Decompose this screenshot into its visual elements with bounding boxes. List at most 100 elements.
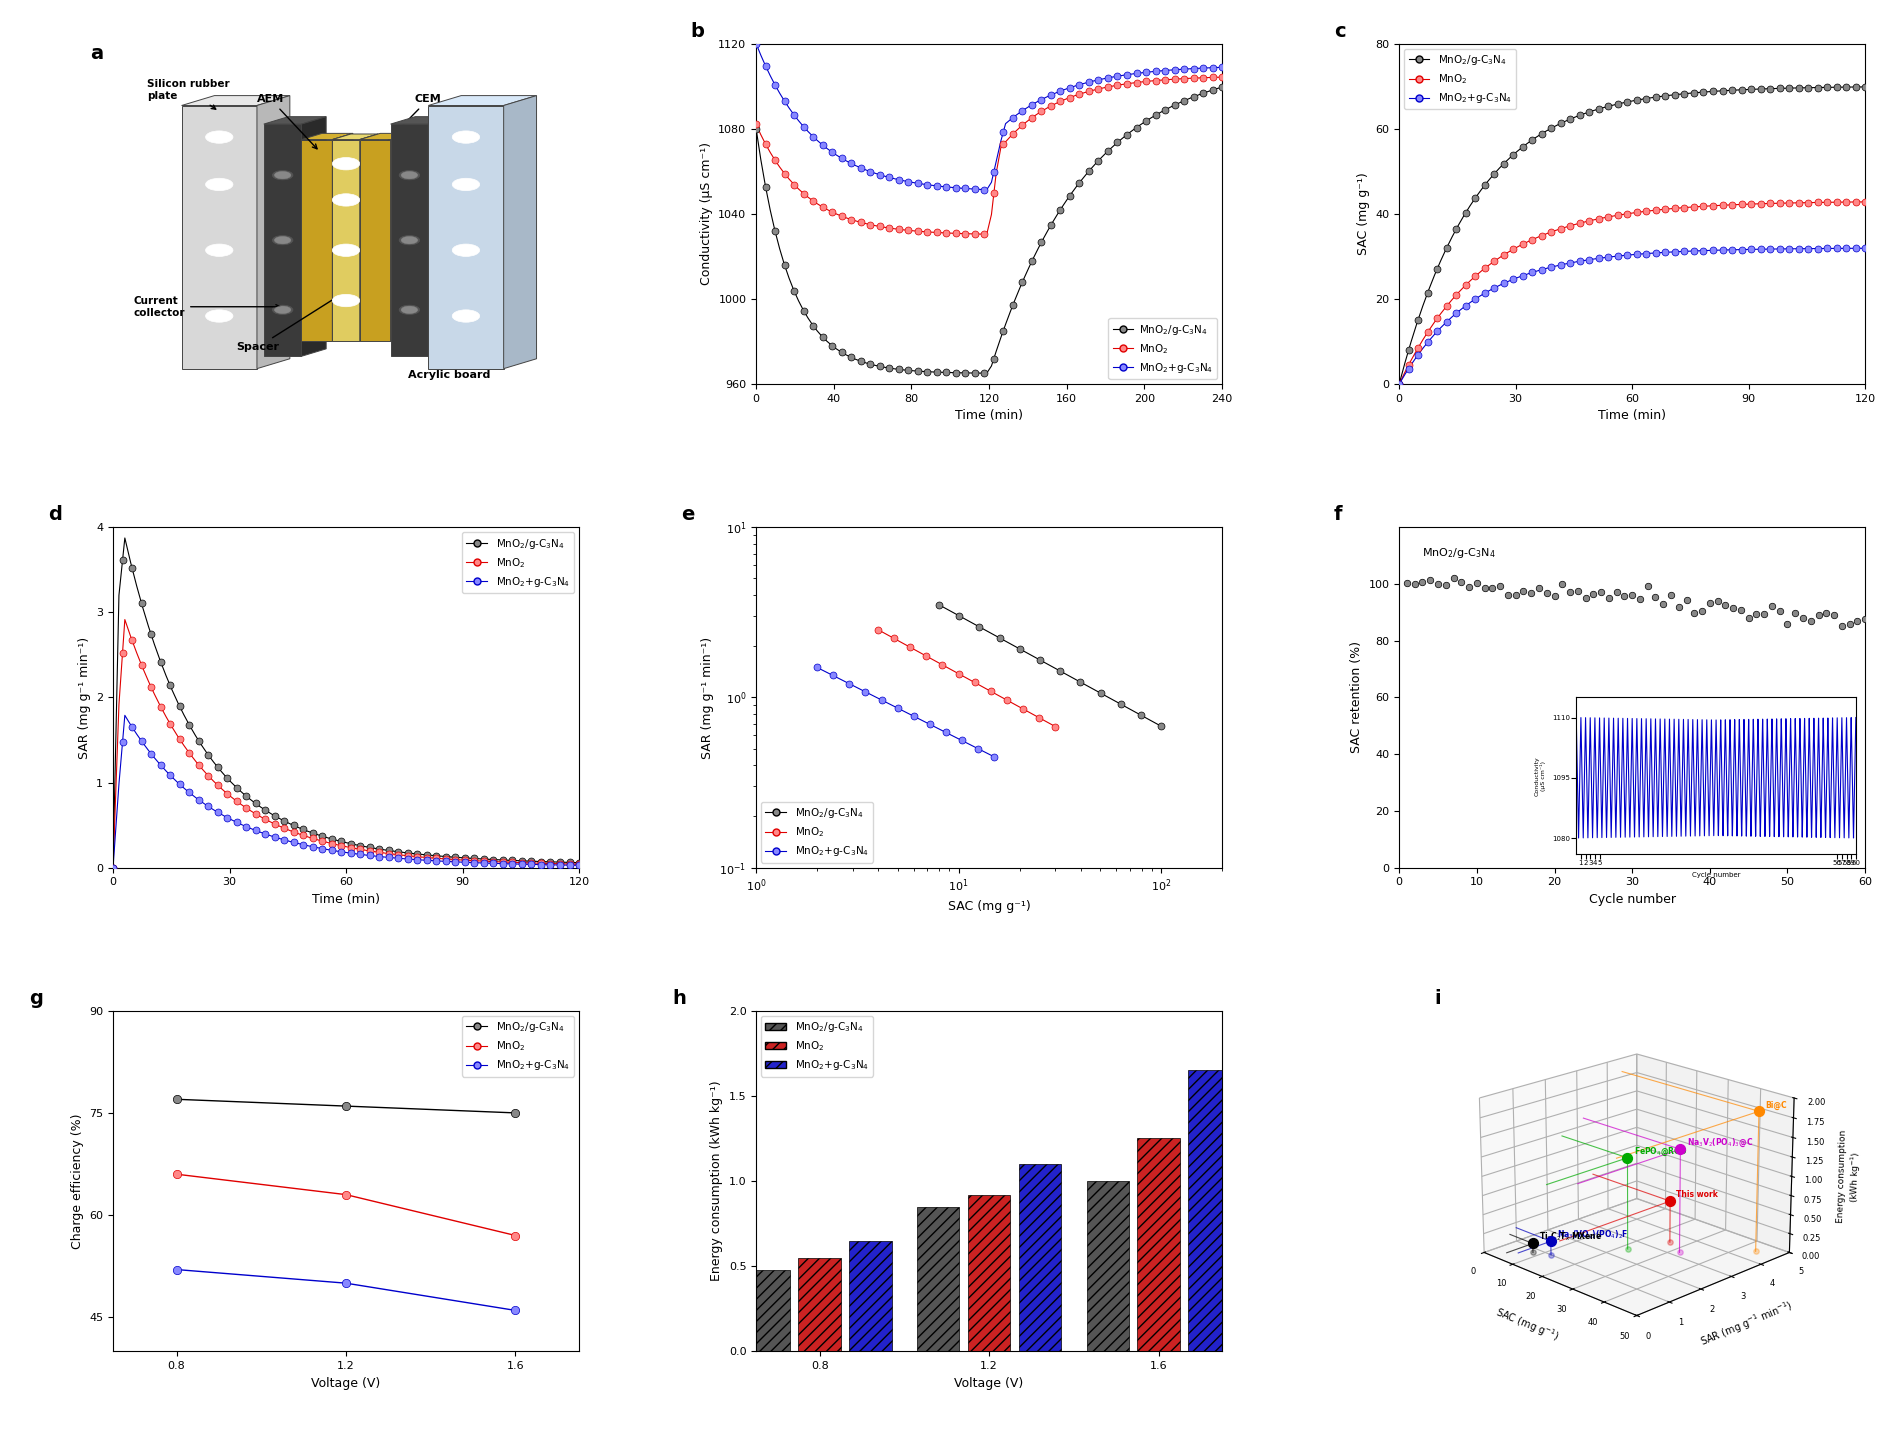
- Legend: MnO$_2$/g-C$_3$N$_4$, MnO$_2$, MnO$_2$+g-C$_3$N$_4$: MnO$_2$/g-C$_3$N$_4$, MnO$_2$, MnO$_2$+g…: [761, 1016, 872, 1077]
- Point: [1509, 578, 1539, 602]
- X-axis label: SAC (mg g⁻¹): SAC (mg g⁻¹): [948, 899, 1031, 912]
- Point: [1679, 602, 1709, 625]
- Point: [1400, 572, 1430, 596]
- Text: MnO$_2$/g-C$_3$N$_4$: MnO$_2$/g-C$_3$N$_4$: [1422, 545, 1496, 559]
- Text: c: c: [1334, 22, 1345, 41]
- Point: [1601, 580, 1632, 603]
- Bar: [799, 1258, 840, 1351]
- Point: [1726, 599, 1756, 622]
- Point: [1664, 596, 1694, 619]
- Polygon shape: [390, 134, 411, 341]
- Text: CEM: CEM: [381, 94, 441, 148]
- Circle shape: [332, 157, 360, 170]
- Text: Spacer: Spacer: [236, 294, 343, 352]
- Point: [1492, 584, 1522, 607]
- X-axis label: Time (min): Time (min): [313, 894, 381, 907]
- Point: [1422, 572, 1453, 596]
- Point: [1462, 571, 1492, 594]
- Circle shape: [399, 170, 420, 180]
- Point: [1500, 584, 1530, 607]
- Polygon shape: [390, 124, 428, 356]
- Polygon shape: [360, 134, 379, 341]
- Bar: [850, 1241, 891, 1351]
- Y-axis label: SAR (mg g⁻¹ min⁻¹): SAR (mg g⁻¹ min⁻¹): [77, 636, 90, 758]
- Point: [1477, 577, 1507, 600]
- Circle shape: [401, 307, 418, 314]
- Legend: MnO$_2$/g-C$_3$N$_4$, MnO$_2$, MnO$_2$+g-C$_3$N$_4$: MnO$_2$/g-C$_3$N$_4$, MnO$_2$, MnO$_2$+g…: [1404, 49, 1517, 109]
- Polygon shape: [428, 106, 503, 369]
- Circle shape: [275, 307, 290, 314]
- Point: [1671, 588, 1701, 612]
- Polygon shape: [360, 134, 411, 139]
- Point: [1524, 575, 1554, 599]
- Circle shape: [273, 170, 292, 180]
- X-axis label: Time (min): Time (min): [955, 410, 1023, 423]
- Point: [1718, 596, 1748, 619]
- Bar: [1138, 1139, 1179, 1351]
- Bar: [1087, 1181, 1129, 1351]
- Circle shape: [452, 179, 480, 190]
- Circle shape: [452, 244, 480, 256]
- Text: i: i: [1434, 989, 1441, 1008]
- Circle shape: [332, 244, 360, 256]
- Point: [1656, 583, 1686, 606]
- Point: [1850, 607, 1880, 631]
- Polygon shape: [503, 96, 537, 369]
- Point: [1811, 602, 1841, 625]
- Y-axis label: SAC (mg g⁻¹): SAC (mg g⁻¹): [1356, 173, 1370, 256]
- Text: h: h: [673, 989, 686, 1008]
- Point: [1711, 594, 1741, 618]
- Y-axis label: Energy consumption (kWh kg⁻¹): Energy consumption (kWh kg⁻¹): [710, 1081, 723, 1282]
- Point: [1532, 581, 1562, 604]
- Text: Acrylic board: Acrylic board: [407, 327, 490, 379]
- Legend: MnO$_2$/g-C$_3$N$_4$, MnO$_2$, MnO$_2$+g-C$_3$N$_4$: MnO$_2$/g-C$_3$N$_4$, MnO$_2$, MnO$_2$+g…: [1108, 318, 1217, 379]
- Point: [1447, 570, 1477, 593]
- Polygon shape: [264, 116, 326, 124]
- Circle shape: [275, 237, 290, 244]
- Point: [1835, 612, 1865, 635]
- Point: [1539, 584, 1569, 607]
- Point: [1733, 606, 1763, 629]
- Polygon shape: [181, 106, 256, 369]
- Point: [1579, 583, 1609, 606]
- Circle shape: [205, 309, 234, 323]
- Text: Silicon rubber
plate: Silicon rubber plate: [147, 80, 230, 109]
- Text: g: g: [28, 989, 43, 1008]
- Point: [1803, 603, 1833, 626]
- Circle shape: [452, 309, 480, 323]
- Text: f: f: [1334, 506, 1343, 525]
- Point: [1392, 571, 1422, 594]
- Y-axis label: SAC retention (%): SAC retention (%): [1351, 641, 1362, 754]
- Point: [1741, 603, 1771, 626]
- Bar: [748, 1270, 789, 1351]
- Circle shape: [205, 131, 234, 144]
- Legend: MnO$_2$/g-C$_3$N$_4$, MnO$_2$, MnO$_2$+g-C$_3$N$_4$: MnO$_2$/g-C$_3$N$_4$, MnO$_2$, MnO$_2$+g…: [462, 532, 575, 593]
- Bar: [1189, 1071, 1230, 1351]
- Point: [1633, 574, 1664, 597]
- Point: [1703, 590, 1733, 613]
- Point: [1470, 577, 1500, 600]
- Legend: MnO$_2$/g-C$_3$N$_4$, MnO$_2$, MnO$_2$+g-C$_3$N$_4$: MnO$_2$/g-C$_3$N$_4$, MnO$_2$, MnO$_2$+g…: [761, 802, 872, 863]
- Point: [1616, 584, 1647, 607]
- Circle shape: [332, 295, 360, 307]
- Point: [1696, 591, 1726, 615]
- Circle shape: [273, 305, 292, 314]
- Polygon shape: [332, 139, 360, 341]
- Polygon shape: [256, 96, 290, 369]
- X-axis label: Time (min): Time (min): [1598, 410, 1665, 423]
- Polygon shape: [428, 116, 452, 356]
- Polygon shape: [390, 116, 452, 124]
- Point: [1439, 567, 1470, 590]
- Point: [1609, 584, 1639, 607]
- Point: [1648, 593, 1679, 616]
- Circle shape: [452, 131, 480, 144]
- Circle shape: [273, 235, 292, 244]
- Point: [1407, 571, 1437, 594]
- Point: [1415, 568, 1445, 591]
- Legend: MnO$_2$/g-C$_3$N$_4$, MnO$_2$, MnO$_2$+g-C$_3$N$_4$: MnO$_2$/g-C$_3$N$_4$, MnO$_2$, MnO$_2$+g…: [462, 1016, 575, 1077]
- Circle shape: [332, 193, 360, 206]
- Point: [1820, 603, 1850, 626]
- Circle shape: [401, 171, 418, 179]
- X-axis label: Voltage (V): Voltage (V): [311, 1376, 381, 1389]
- Bar: [918, 1206, 959, 1351]
